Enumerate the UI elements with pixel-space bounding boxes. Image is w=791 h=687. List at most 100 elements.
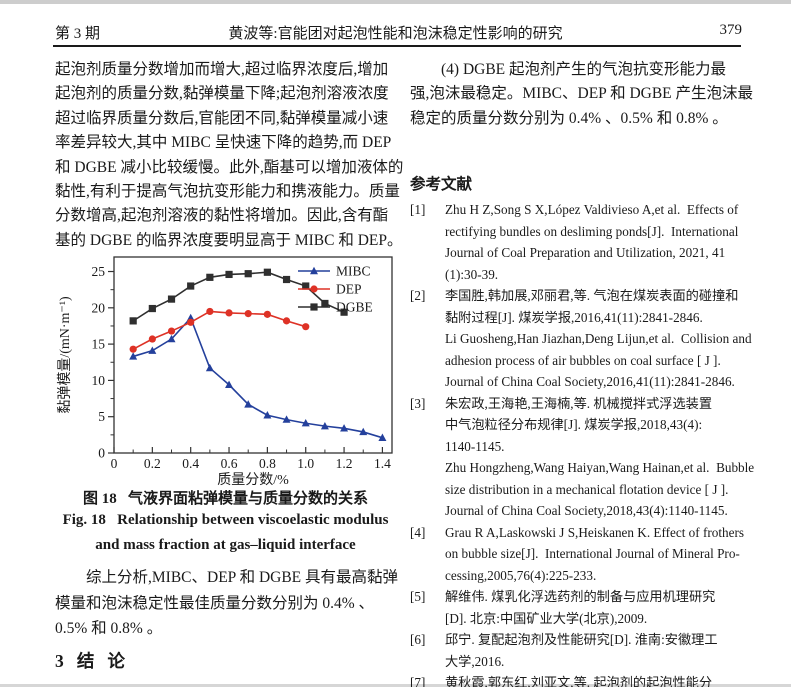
paragraph-conclusion-item4: (4) DGBE 起泡剂产生的气泡抗变形能力最强,泡沫最稳定。MIBC、DEP … (410, 58, 754, 131)
text-line: (1):30-39. (445, 266, 499, 282)
data-point-mibc (282, 415, 291, 423)
reference-item: [5] 解维伟. 煤乳化浮选药剂的制备与应用机理研究 [D]. 北京:中国矿业大学(… (410, 586, 748, 629)
data-point-dgbe (321, 299, 329, 308)
reference-item: [6] 邱宁. 复配起泡剂及性能研究[D]. 淮南:安徽理工 大学,2016. (410, 629, 748, 672)
data-point-mibc (205, 363, 214, 372)
text-line: Zhu H Z,Song S X,López Valdivieso A,et a… (445, 202, 739, 217)
data-point-dep (167, 327, 176, 335)
text-line: cessing,2005,76(4):225-233. (445, 567, 597, 583)
text-line: 黏附过程[J]. 煤炭学报,2016,41(11):2841-2846. (445, 309, 703, 325)
data-point-dgbe (244, 270, 252, 278)
text-line: 超过临界质量分数后,官能团不同,黏弹模量减小速 (55, 109, 389, 127)
data-point-dep (244, 310, 252, 318)
plot-frame (113, 256, 393, 454)
text-line: 率差异较大,其中 MIBC 呈快速下降的趋势,而 DEP (55, 134, 392, 152)
text-line: 模量和泡沫稳定性最佳质量分数分别为 0.4% 、 (55, 594, 375, 612)
reference-number: [6] (410, 632, 426, 647)
text-line: 中气泡粒径分布规律[J]. 煤炭学报,2018,43(4): (445, 417, 703, 432)
x-axis-tick-label: 0.8 (259, 456, 276, 471)
figure-18-caption-en-line1: Fig. 18 Relationship between viscoelasti… (62, 512, 389, 528)
data-point-dep (302, 323, 310, 331)
y-axis-title: 黏弹模量/(mN·m⁻¹) (57, 296, 73, 414)
text-line: 黄秋霞,郭东红,刘亚文,等. 起泡剂的起泡性能分 (445, 675, 713, 687)
reference-text: Zhu H Z,Song S X,López Valdivieso A,et a… (445, 199, 748, 285)
data-point-mibc (186, 313, 195, 322)
data-point-dgbe (282, 275, 291, 284)
text-line: 基的 DGBE 的临界浓度要明显高于 MIBC 和 DEP。 (55, 231, 403, 249)
text-line: [D]. 北京:中国矿业大学(北京),2009. (445, 610, 648, 626)
data-point-dgbe (167, 295, 176, 303)
text-line: (4) DGBE 起泡剂产生的气泡抗变形能力最 (441, 61, 727, 78)
figure-18-chart: 0 0.2 0.4 0.6 0.8 1.0 1.2 1.4 0 5 10 15 20 25 质量分数/% 黏弹… (55, 251, 396, 488)
reference-item: [7] 黄秋霞,郭东红,刘亚文,等. 起泡剂的起泡性能分 (410, 672, 748, 687)
data-point-dgbe (206, 273, 214, 281)
reference-number: [7] (410, 675, 426, 687)
legend-marker-dgbe (310, 303, 318, 311)
legend-label-dgbe: DGBE (336, 300, 373, 315)
header-issue-number: 第 3 期 (55, 26, 101, 42)
data-point-dep (225, 309, 233, 317)
text-line: 大学,2016. (445, 653, 505, 669)
reference-number: [4] (410, 524, 426, 540)
reference-item: [3] 朱宏政,王海艳,王海楠,等. 机械搅拌式浮选装置 中气泡粒径分布规律[J].… (410, 393, 754, 522)
reference-text: 李国胜,韩加展,邓丽君,等. 气泡在煤炭表面的碰撞和 黏附过程[J]. 煤炭学报,… (445, 285, 752, 393)
data-point-mibc (225, 380, 234, 388)
text-line: 强,泡沫最稳定。MIBC、DEP 和 DGBE 产生泡沫最 (410, 85, 754, 103)
text-line: 黏性,有利于提高气泡抗变形能力和携液能力。质量 (55, 183, 400, 201)
header-page-number: 379 (719, 22, 743, 38)
x-axis-tick-label: 1.0 (297, 456, 314, 471)
y-axis-tick-label: 25 (92, 264, 106, 279)
paragraph-viscoelastic-discussion: 起泡剂质量分数增加而增大,超过临界浓度后,增加 起泡剂的质量分数,黏弹模量下降;起… (55, 58, 404, 253)
y-axis-tick-label: 5 (98, 409, 105, 424)
data-point-dgbe (187, 282, 195, 290)
text-line: rectifying bundles on desliming ponds[J]… (445, 223, 739, 239)
data-point-dep (148, 335, 156, 343)
y-axis-tick-label: 20 (92, 300, 106, 315)
legend-marker-mibc (310, 266, 318, 275)
x-axis-tick-label: 0.6 (221, 456, 238, 471)
text-line: 起泡剂质量分数增加而增大,超过临界浓度后,增加 (55, 61, 389, 78)
y-axis-tick-label: 10 (92, 373, 106, 388)
data-point-mibc (301, 419, 310, 427)
text-line: Grau R A,Laskowski J S,Heiskanen K. Effe… (445, 524, 744, 540)
reference-list: [1] Zhu H Z,Song S X,López Valdivieso A,e… (410, 199, 754, 687)
data-point-mibc (148, 346, 157, 354)
x-axis-tick-label: 1.2 (336, 456, 353, 471)
data-point-dep (187, 318, 195, 326)
reference-item: [1] Zhu H Z,Song S X,López Valdivieso A,e… (410, 199, 748, 285)
x-axis-tick-label: 0.2 (144, 456, 161, 471)
x-axis-tick-label: 1.4 (374, 456, 391, 471)
reference-text: 朱宏政,王海艳,王海楠,等. 机械搅拌式浮选装置 中气泡粒径分布规律[J]. 煤炭… (445, 393, 754, 522)
data-point-dgbe (148, 304, 156, 313)
data-point-mibc (263, 411, 272, 419)
data-point-dgbe (129, 317, 137, 325)
series-line-dep (132, 310, 306, 350)
header-rule (53, 45, 741, 47)
text-line: Li Guosheng,Han Jiazhan,Deng Lijun,et al… (445, 331, 752, 346)
text-line: 和 DGBE 减小比较缓慢。此外,酯基可以增加液体的 (55, 158, 404, 176)
data-point-dep (206, 307, 214, 316)
data-point-mibc (244, 400, 253, 408)
text-line: 朱宏政,王海艳,王海楠,等. 机械搅拌式浮选装置 (445, 395, 713, 411)
text-line: size distribution in a mechanical flotat… (445, 481, 729, 497)
legend-marker-dep (310, 285, 318, 293)
data-point-dgbe (302, 282, 310, 290)
y-axis-tick-label: 15 (92, 337, 106, 352)
series-line-mibc (132, 316, 383, 439)
data-point-dgbe (225, 270, 233, 279)
references-heading: 参考文献 (410, 176, 473, 193)
x-axis-tick-label: 0.4 (182, 456, 199, 471)
reference-text: Grau R A,Laskowski J S,Heiskanen K. Effe… (445, 522, 748, 587)
text-line: 邱宁. 复配起泡剂及性能研究[D]. 淮南:安徽理工 (445, 632, 718, 647)
paragraph-summary: 综上分析,MIBC、DEP 和 DGBE 具有最高黏弹 模量和泡沫稳定性最佳质量分… (55, 565, 398, 642)
section-heading-conclusion: 3 结 论 (55, 651, 125, 671)
reference-number: [3] (410, 395, 426, 411)
text-line: 0.5% 和 0.8% 。 (55, 620, 163, 637)
data-point-dgbe (340, 308, 348, 316)
figure-18-caption-en-line2: and mass fraction at gas–liquid interfac… (95, 537, 356, 553)
data-point-mibc (320, 421, 329, 430)
data-point-mibc (359, 427, 368, 436)
text-line: 起泡剂的质量分数,黏弹模量下降;起泡剂溶液浓度 (55, 85, 389, 103)
y-axis-tick-label: 0 (98, 446, 105, 461)
